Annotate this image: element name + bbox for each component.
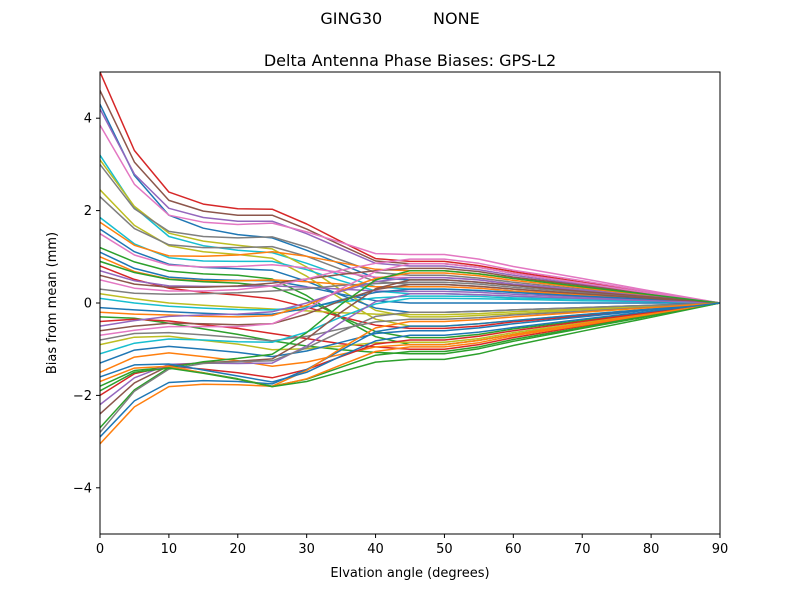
- series-line-47: [100, 302, 720, 383]
- x-tick-label: 70: [574, 542, 591, 557]
- x-tick-label: 50: [436, 542, 453, 557]
- series-line-34: [100, 297, 720, 355]
- x-axis-label: Elvation angle (degrees): [330, 566, 489, 581]
- x-tick-label: 80: [643, 542, 660, 557]
- x-tick-label: 40: [367, 542, 384, 557]
- axis-ticks-group: 0 10 20 30 40 50 60 70 80 90 −4 −2 0 2 4: [73, 112, 728, 557]
- series-line-44: [100, 302, 720, 445]
- series-line-0: [100, 72, 720, 304]
- x-tick-label: 90: [712, 542, 729, 557]
- series-line-19: [100, 269, 720, 304]
- axes-title: Delta Antenna Phase Biases: GPS-L2: [264, 51, 556, 70]
- y-tick-label: 2: [84, 204, 92, 219]
- series-line-21: [100, 258, 720, 304]
- series-line-15: [100, 251, 720, 304]
- x-tick-label: 60: [505, 542, 522, 557]
- series-line-20: [100, 267, 720, 304]
- series-line-41: [100, 269, 720, 429]
- y-tick-label: 4: [84, 112, 92, 127]
- series-line-3: [100, 108, 720, 304]
- series-line-30: [100, 283, 720, 332]
- figure-suptitle: GING30 NONE: [320, 9, 479, 28]
- series-line-45: [100, 302, 720, 388]
- y-tick-label: 0: [84, 297, 92, 312]
- series-line-33: [100, 302, 720, 351]
- y-tick-label: −2: [73, 389, 92, 404]
- plot-lines-group: [100, 72, 720, 445]
- series-line-32: [100, 302, 720, 342]
- series-line-23: [100, 293, 720, 316]
- series-line-43: [100, 302, 720, 438]
- series-line-46: [100, 302, 720, 392]
- x-tick-label: 0: [96, 542, 104, 557]
- series-line-31: [100, 262, 720, 337]
- y-axis-label: Bias from mean (mm): [45, 232, 60, 374]
- x-tick-label: 30: [298, 542, 315, 557]
- x-tick-label: 20: [230, 542, 247, 557]
- series-line-4: [100, 124, 720, 304]
- y-tick-label: −4: [73, 481, 92, 496]
- x-tick-label: 10: [161, 542, 178, 557]
- series-line-25: [100, 288, 720, 316]
- series-line-29: [100, 276, 720, 327]
